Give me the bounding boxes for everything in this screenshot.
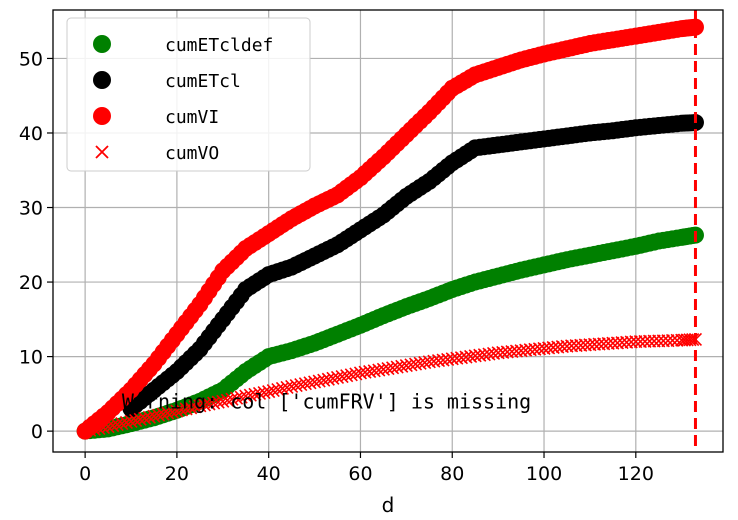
y-tick-label: 30 — [19, 198, 43, 220]
x-tick-label: 40 — [257, 463, 281, 485]
y-tick-label: 50 — [19, 48, 43, 70]
x-tick-label: 100 — [526, 463, 562, 485]
warning-annotation: Warning: col ['cumFRV'] is missing — [122, 389, 531, 413]
series-cumETcl — [122, 114, 704, 418]
x-tick-label: 80 — [440, 463, 464, 485]
y-tick-label: 0 — [31, 421, 43, 443]
legend-label: cumETcl — [165, 71, 241, 92]
legend-item-cumVI: cumVI — [93, 107, 219, 128]
plot-series — [76, 18, 704, 440]
legend-label: cumVI — [165, 107, 219, 128]
legend: cumETcldef cumETcl cumVI cumVO — [66, 17, 311, 172]
data-point — [683, 333, 697, 347]
legend-marker — [93, 107, 111, 125]
legend-marker — [93, 71, 111, 89]
legend-item-cumETcl: cumETcl — [93, 71, 241, 92]
y-tick-label: 40 — [19, 123, 43, 145]
x-tick-label: 0 — [79, 463, 91, 485]
x-tick-label: 20 — [165, 463, 189, 485]
plot-frame — [52, 9, 724, 453]
y-tick-label: 10 — [19, 347, 43, 369]
legend-label: cumETcldef — [165, 35, 273, 56]
x-tick-label: 60 — [348, 463, 372, 485]
y-tick-label: 20 — [19, 272, 43, 294]
legend-box — [66, 17, 311, 172]
legend-item-cumETcldef: cumETcldef — [93, 35, 273, 56]
legend-marker — [93, 35, 111, 53]
axis-ticks: 0 20 40 60 80 100 120 0 10 20 30 40 50 — [19, 48, 654, 485]
series-cumVO — [78, 332, 703, 438]
x-tick-label: 120 — [618, 463, 654, 485]
series-cumETcldef — [76, 226, 704, 440]
x-axis-label: d — [382, 493, 395, 517]
legend-label: cumVO — [165, 143, 219, 164]
legend-marker — [95, 145, 109, 159]
legend-item-cumVO: cumVO — [95, 143, 219, 164]
